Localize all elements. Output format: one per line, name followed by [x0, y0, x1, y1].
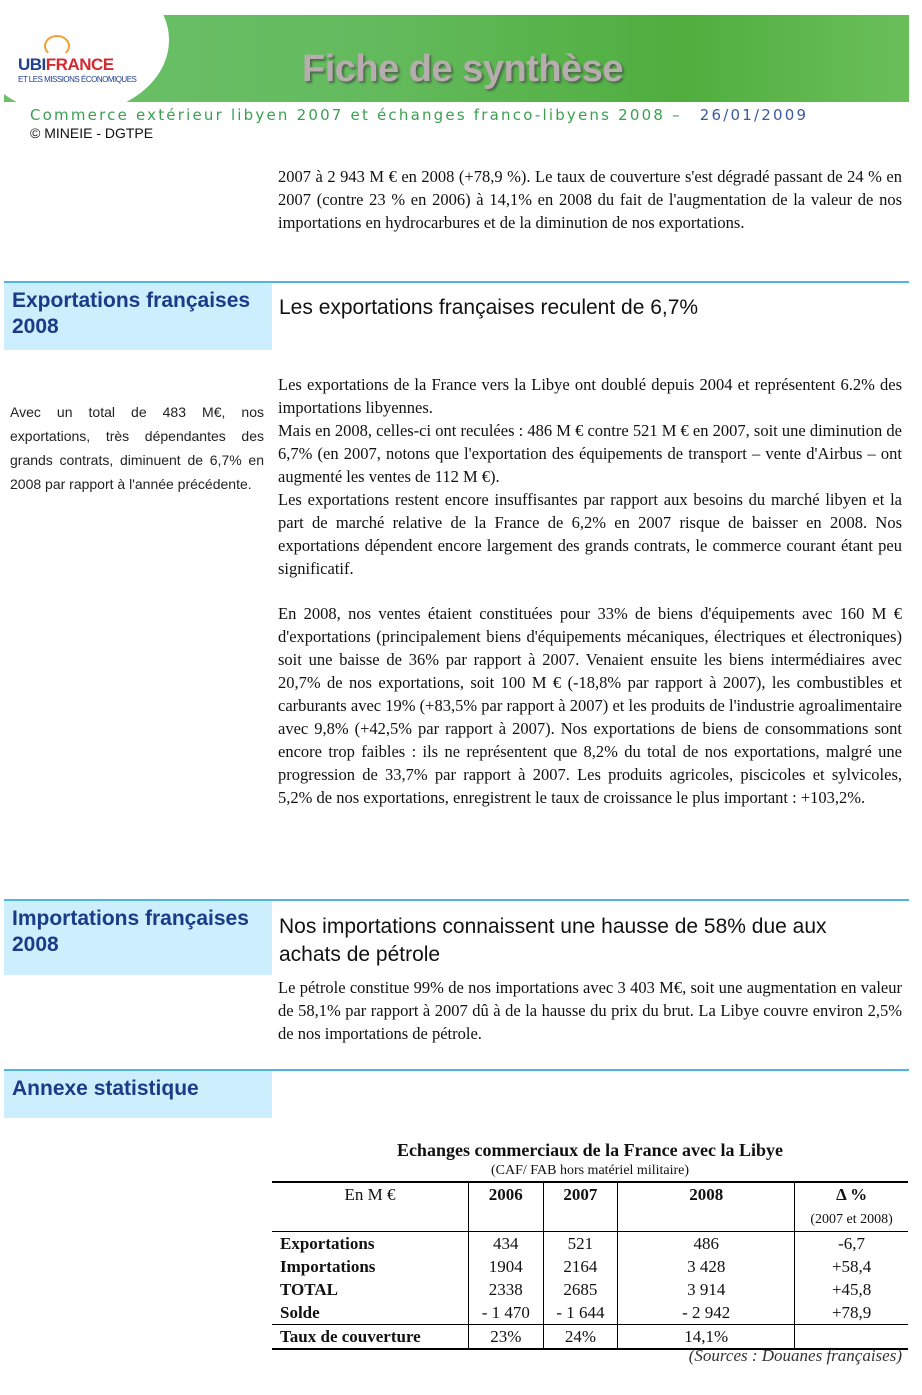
section-title-exports: Exportations françaises 2008 — [4, 283, 272, 350]
table-cell: +78,9 — [794, 1301, 908, 1325]
table-cell: 3 428 — [617, 1255, 795, 1278]
row-label: Solde — [280, 1303, 320, 1322]
table-row: Importations 1904 2164 3 428 +58,4 — [272, 1255, 908, 1278]
exports-body: Les exportations de la France vers la Li… — [278, 373, 902, 809]
table-row: Exportations 434 521 486 -6,7 — [272, 1231, 908, 1255]
table-cell: 2338 — [468, 1278, 544, 1301]
delta-note: (2007 et 2008) — [810, 1212, 893, 1227]
logo-figure-icon — [44, 35, 70, 57]
row-label: Exportations — [280, 1234, 375, 1253]
table-row: Solde - 1 470- 1 644- 2 942 +78,9 — [272, 1301, 908, 1325]
table-row: TOTAL 2338 2685 3 914 +45,8 — [272, 1278, 908, 1301]
logo-subtitle: ET LES MISSIONS ÉCONOMIQUES — [18, 75, 137, 84]
exports-summary: Avec un total de 483 M€, nos exportation… — [10, 404, 264, 492]
exports-heading: Les exportations françaises reculent de … — [279, 296, 699, 319]
table-cell: 434 — [468, 1231, 544, 1255]
table-cell: 24% — [542, 1324, 618, 1349]
logo-text-ubi: UBI — [18, 55, 46, 74]
document-date: 26/01/2009 — [699, 106, 809, 124]
table-cell: -6,7 — [794, 1231, 908, 1255]
table-cell: 521 — [542, 1231, 618, 1255]
paragraph: Les exportations restent encore insuffis… — [278, 490, 902, 578]
section-title-imports: Importations françaises 2008 — [4, 901, 272, 975]
section-divider — [4, 899, 909, 901]
logo-text-france: FRANCE — [45, 55, 114, 74]
trade-table: En M € 2006 2007 2008 Δ % (2007 et 2008) … — [272, 1181, 908, 1350]
logo-background — [4, 15, 169, 102]
table-cell — [794, 1324, 908, 1349]
table-cell: +45,8 — [794, 1278, 908, 1301]
section-title-annexe: Annexe statistique — [4, 1071, 272, 1118]
column-header: En M € — [344, 1185, 396, 1204]
table-title: Echanges commerciaux de la France avec l… — [396, 1140, 784, 1160]
table-cell: 1904 — [468, 1255, 544, 1278]
column-header: 2006 — [468, 1182, 544, 1232]
table-source: (Sources : Douanes françaises) — [688, 1346, 902, 1365]
table-row: Taux de couverture 23% 24% 14,1% — [272, 1324, 908, 1349]
table-cell: 2164 — [542, 1255, 618, 1278]
section-divider — [4, 1069, 909, 1071]
intro-paragraph: 2007 à 2 943 M € en 2008 (+78,9 %). Le t… — [278, 167, 902, 232]
paragraph: Mais en 2008, celles-ci ont reculées : 4… — [278, 421, 902, 486]
table-cell: - 1 644 — [542, 1301, 618, 1325]
table-cell: 2685 — [542, 1278, 618, 1301]
table-subtitle: (CAF/ FAB hors matériel militaire) — [490, 1163, 690, 1178]
document-subtitle: Commerce extérieur libyen 2007 et échang… — [30, 106, 808, 124]
delta-label: Δ % — [836, 1185, 868, 1204]
header-banner: UBIFRANCE ET LES MISSIONS ÉCONOMIQUES Fi… — [4, 15, 909, 102]
table-cell: +58,4 — [794, 1255, 908, 1278]
row-label: Importations — [280, 1257, 376, 1276]
table-cell: 23% — [468, 1324, 544, 1349]
section-divider — [4, 281, 909, 283]
table-cell: - 2 942 — [617, 1301, 795, 1325]
column-header: 2008 — [617, 1182, 795, 1232]
column-header-delta: Δ % (2007 et 2008) — [794, 1182, 908, 1232]
imports-heading: Nos importations connaissent une hausse … — [279, 915, 827, 966]
row-label: TOTAL — [280, 1280, 338, 1299]
column-header: 2007 — [542, 1182, 618, 1232]
table-header-row: En M € 2006 2007 2008 Δ % (2007 et 2008) — [272, 1182, 908, 1232]
copyright: © MINEIE - DGTPE — [30, 125, 154, 141]
paragraph: En 2008, nos ventes étaient constituées … — [278, 604, 902, 807]
imports-body: Le pétrole constitue 99% de nos importat… — [278, 978, 902, 1043]
table-cell: 14,1% — [617, 1324, 795, 1349]
page-title: Fiche de synthèse — [302, 48, 623, 90]
table-cell: 486 — [617, 1231, 795, 1255]
paragraph: Les exportations de la France vers la Li… — [278, 375, 902, 417]
row-label: Taux de couverture — [280, 1327, 421, 1346]
table-cell: 3 914 — [617, 1278, 795, 1301]
table-cell: - 1 470 — [468, 1301, 544, 1325]
subtitle-text: Commerce extérieur libyen 2007 et échang… — [30, 106, 682, 124]
ubifrance-logo: UBIFRANCE — [18, 55, 114, 75]
